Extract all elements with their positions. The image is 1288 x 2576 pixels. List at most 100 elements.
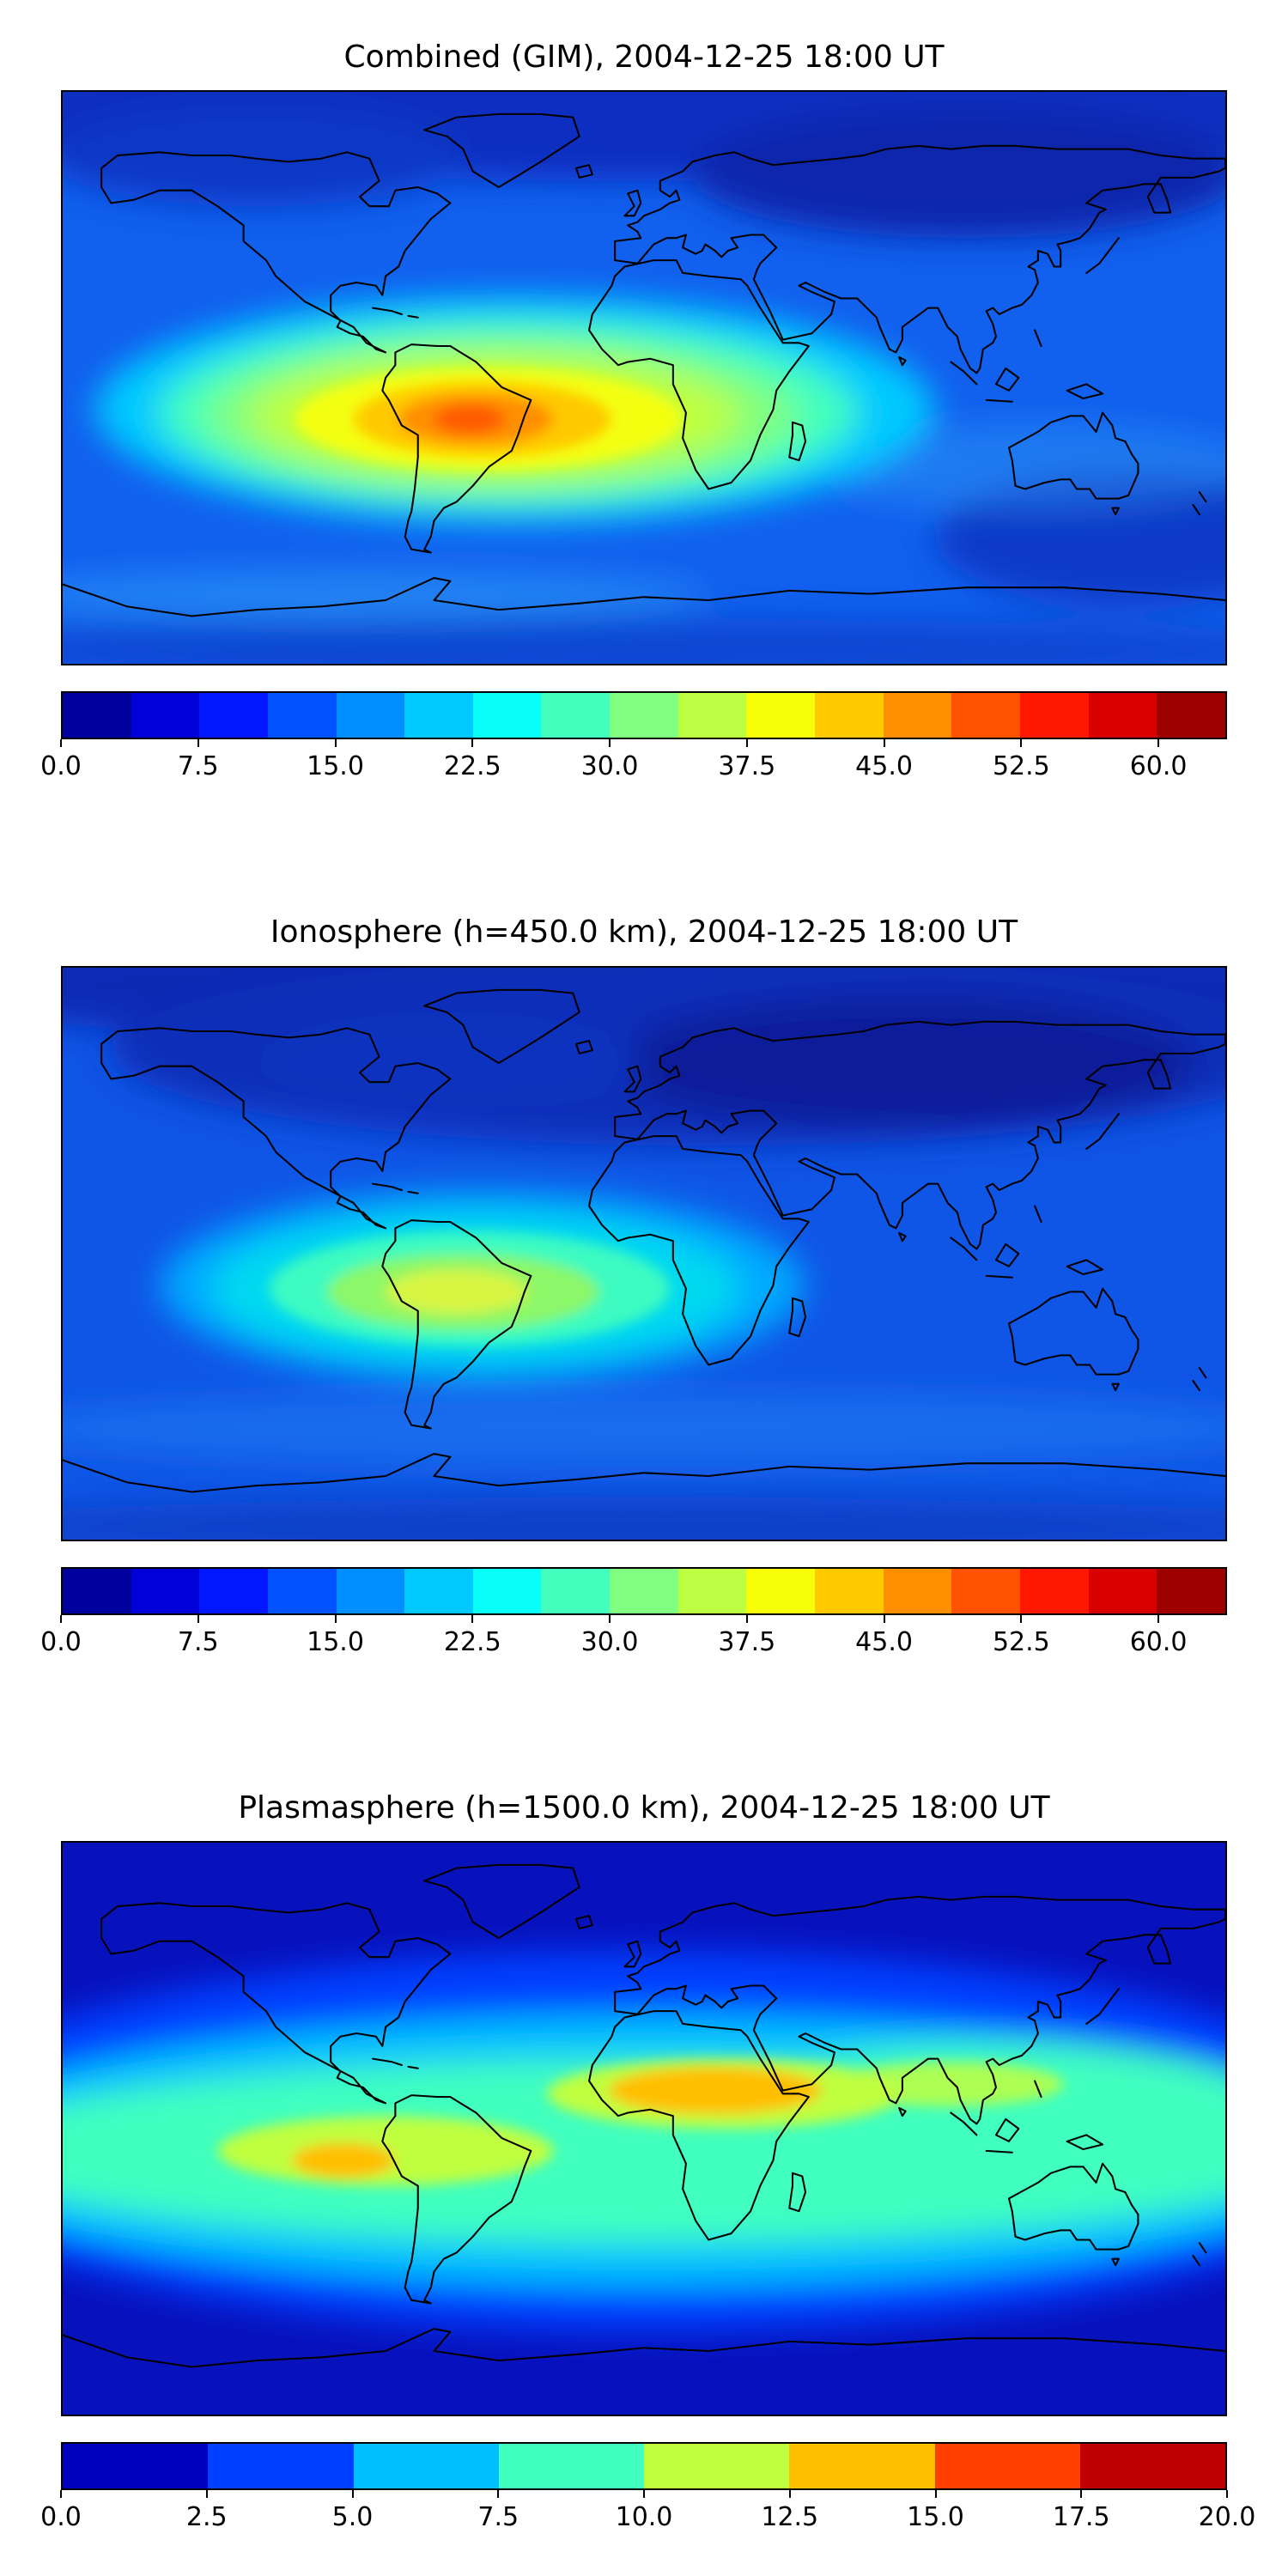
colorbar-segment <box>63 693 131 738</box>
colorbar-tick-mark <box>934 2490 937 2499</box>
colorbar-tick-mark <box>609 739 611 748</box>
colorbar-segment <box>472 693 542 738</box>
colorbar-segment <box>644 2444 790 2489</box>
colorbar-segment <box>1088 1568 1157 1613</box>
colorbar-segment <box>1088 693 1157 738</box>
colorbar-segment <box>498 2444 644 2489</box>
colorbar-tick-mark <box>1157 739 1160 748</box>
tec-field-core <box>269 1230 671 1346</box>
colorbar-tick-mark <box>471 1614 474 1623</box>
colorbar-tick-label: 0.0 <box>40 2502 82 2533</box>
colorbar-tick-label: 15.0 <box>907 2502 964 2533</box>
colorbar-tick-mark <box>471 739 474 748</box>
colorbar-tick-mark <box>788 2490 791 2499</box>
world-map-svg <box>63 92 1225 665</box>
colorbar <box>61 1566 1227 1615</box>
colorbar-segment <box>131 693 200 738</box>
colorbar-tick-mark <box>609 1614 611 1623</box>
colorbar-tick-mark <box>883 739 885 748</box>
map-combined-gim <box>61 90 1227 666</box>
colorbar-tick-label: 10.0 <box>615 2502 673 2533</box>
colorbar-tick-label: 22.5 <box>443 1626 501 1657</box>
panel-combined-gim: Combined (GIM), 2004-12-25 18:00 UT <box>40 39 1227 787</box>
colorbar <box>61 2442 1227 2491</box>
colorbar-tick-mark <box>1020 739 1023 748</box>
colorbar-tick-mark <box>745 739 748 748</box>
colorbar-tick-mark <box>1157 1614 1160 1623</box>
colorbar-tick-label: 17.5 <box>1052 2502 1110 2533</box>
tec-field-core <box>217 2058 1064 2186</box>
colorbar-segment <box>63 2444 209 2489</box>
colorbar-tick-label: 20.0 <box>1198 2502 1256 2533</box>
colorbar-segment <box>883 693 952 738</box>
colorbar-segment <box>1079 2444 1225 2489</box>
colorbar-tick-label: 30.0 <box>580 1626 639 1657</box>
colorbar-tick-label: 0.0 <box>40 751 82 782</box>
colorbar-tick-mark <box>497 2490 500 2499</box>
colorbar-tick-label: 12.5 <box>761 2502 819 2533</box>
colorbar-tick-mark <box>334 1614 337 1623</box>
colorbar-segment <box>746 693 816 738</box>
colorbar-tick-label: 52.5 <box>992 1626 1050 1657</box>
colorbar-tick-mark <box>205 2490 208 2499</box>
colorbar-segment <box>1019 693 1089 738</box>
colorbar-segment <box>883 1568 952 1613</box>
world-map-svg <box>63 967 1225 1540</box>
colorbar-tick-label: 52.5 <box>992 751 1050 782</box>
map-plasmasphere <box>61 1841 1227 2417</box>
colorbar-tick-label: 15.0 <box>307 751 364 782</box>
colorbar-segment <box>934 2444 1080 2489</box>
colorbar-tick-mark <box>60 1614 62 1623</box>
colorbar-segment <box>267 1568 337 1613</box>
colorbar-segment <box>199 693 268 738</box>
colorbar-segment <box>789 2444 935 2489</box>
colorbar-tick-mark <box>745 1614 748 1623</box>
colorbar-segment <box>815 693 884 738</box>
colorbar-ticks: 0.0 7.5 15.0 22.5 30.0 37.5 45.0 52.5 60.0 <box>40 1614 1227 1663</box>
colorbar-tick-label: 5.0 <box>331 2502 374 2533</box>
colorbar-segment <box>677 693 747 738</box>
colorbar-ticks: 0.0 7.5 15.0 22.5 30.0 37.5 45.0 52.5 60.0 <box>40 739 1227 787</box>
colorbar-tick-mark <box>351 2490 354 2499</box>
colorbar-segment <box>815 1568 884 1613</box>
colorbar-segment <box>404 693 473 738</box>
colorbar-tick-mark <box>60 2490 62 2499</box>
colorbar-tick-label: 30.0 <box>580 751 639 782</box>
colorbar-segment <box>541 693 611 738</box>
colorbar-tick-label: 7.5 <box>177 751 219 782</box>
map-ionosphere <box>61 965 1227 1541</box>
colorbar-segment <box>1019 1568 1089 1613</box>
colorbar-segment <box>208 2444 354 2489</box>
colorbar-segment <box>267 693 337 738</box>
colorbar-tick-label: 45.0 <box>855 751 913 782</box>
colorbar-segment <box>610 1568 678 1613</box>
colorbar-segment <box>541 1568 611 1613</box>
panel-title: Ionosphere (h=450.0 km), 2004-12-25 18:0… <box>270 914 1018 951</box>
colorbar-segment <box>353 2444 499 2489</box>
colorbar-tick-label: 0.0 <box>40 1626 82 1657</box>
panel-ionosphere: Ionosphere (h=450.0 km), 2004-12-25 18:0… <box>40 914 1227 1663</box>
colorbar-segment <box>404 1568 473 1613</box>
colorbar-segment <box>951 1568 1020 1613</box>
colorbar-tick-mark <box>334 739 337 748</box>
colorbar-tick-label: 7.5 <box>177 1626 219 1657</box>
colorbar-tick-label: 15.0 <box>307 1626 364 1657</box>
colorbar-tick-label: 37.5 <box>718 751 776 782</box>
colorbar <box>61 691 1227 740</box>
colorbar-tick-mark <box>1020 1614 1023 1623</box>
panel-plasmasphere: Plasmasphere (h=1500.0 km), 2004-12-25 1… <box>40 1790 1255 2538</box>
colorbar-segment <box>610 693 678 738</box>
world-map-svg <box>63 1843 1225 2415</box>
colorbar-segment <box>336 1568 405 1613</box>
colorbar-tick-label: 22.5 <box>443 751 501 782</box>
colorbar-tick-label: 45.0 <box>855 1626 913 1657</box>
colorbar-tick-label: 37.5 <box>718 1626 776 1657</box>
colorbar-segment <box>951 693 1020 738</box>
colorbar-tick-label: 60.0 <box>1129 751 1188 782</box>
colorbar-tick-mark <box>1080 2490 1083 2499</box>
colorbar-tick-mark <box>643 2490 645 2499</box>
colorbar-segment <box>131 1568 200 1613</box>
colorbar-ticks: 0.0 2.5 5.0 7.5 10.0 12.5 15.0 17.5 20.0 <box>40 2490 1255 2538</box>
colorbar-tick-mark <box>1226 2490 1228 2499</box>
